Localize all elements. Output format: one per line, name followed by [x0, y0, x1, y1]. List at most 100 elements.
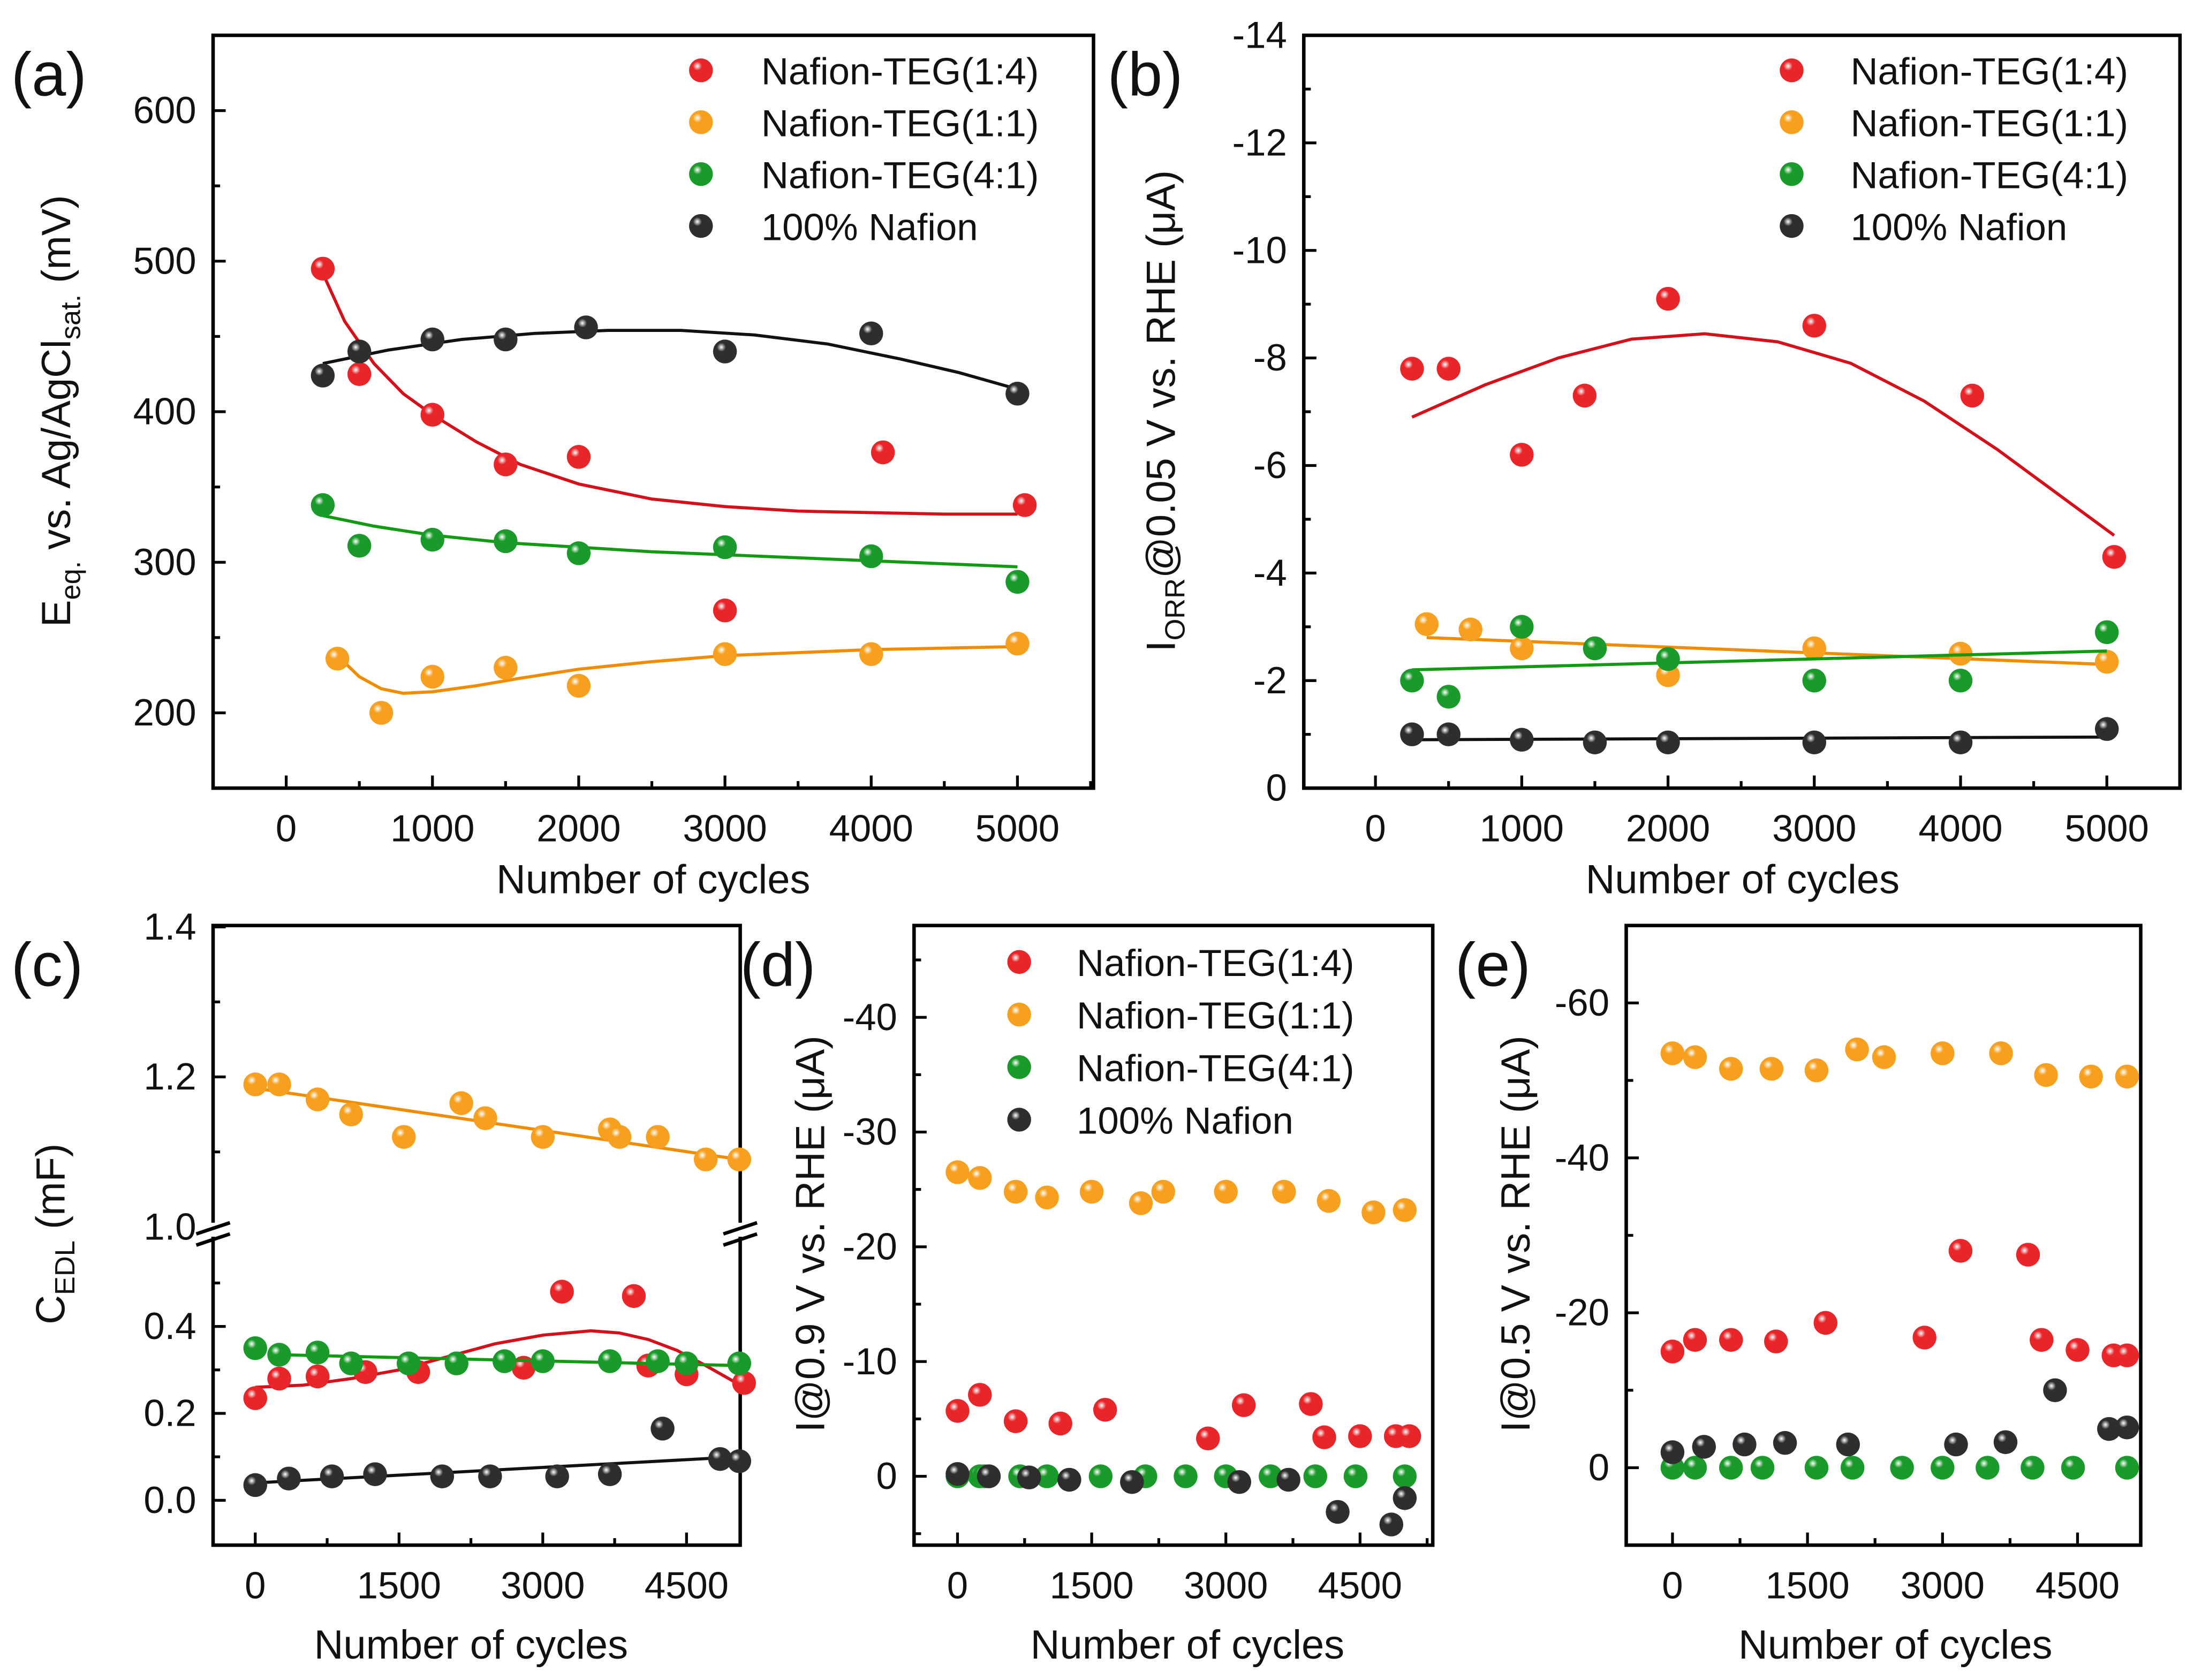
chart-panel-c: 0 1500 3000 4500 0.0 0.2 0.4 1.0 1.2 1.4 Number of…	[11, 905, 758, 1668]
legend-marker-green	[1007, 1055, 1031, 1079]
data-point-black	[420, 327, 445, 352]
data-point-black	[727, 1449, 752, 1473]
data-point-black	[1276, 1467, 1300, 1492]
data-point-black	[243, 1473, 268, 1497]
data-point-red	[1656, 286, 1680, 311]
fit-line-green	[322, 514, 1018, 569]
x-tick-label: 4500	[2036, 1564, 2120, 1607]
data-point-green	[1436, 685, 1461, 709]
legend-marker-black	[689, 214, 713, 238]
data-point-green	[1804, 1456, 1829, 1480]
data-point-black	[859, 321, 883, 346]
data-point-orange	[1151, 1179, 1176, 1204]
data-point-black	[1510, 728, 1534, 752]
legend-marker-red	[1007, 950, 1031, 974]
y-tick-label: -30	[843, 1110, 897, 1153]
data-point-orange	[369, 701, 394, 725]
x-tick-label: 0	[1365, 807, 1386, 850]
data-point-black	[1017, 1465, 1041, 1489]
data-point-green	[713, 535, 737, 559]
data-point-green	[1174, 1464, 1198, 1488]
data-point-orange	[531, 1125, 555, 1149]
x-axis-label: Number of cycles	[496, 857, 810, 903]
y-tick-label: -6	[1253, 444, 1287, 486]
data-point-red	[2066, 1338, 2090, 1362]
y-axis-label-part: @0.05 V vs. RHE (μA)	[1138, 170, 1184, 578]
data-point-green	[339, 1351, 364, 1375]
data-point-black	[1773, 1431, 1797, 1455]
axis-break-mark	[723, 1232, 758, 1247]
x-tick-label: 3000	[1901, 1564, 1985, 1607]
data-point-orange	[646, 1125, 670, 1149]
data-point-orange	[494, 655, 518, 680]
x-tick-label: 1000	[1480, 807, 1564, 850]
data-point-orange	[1802, 636, 1827, 661]
data-point-black	[1836, 1432, 1860, 1457]
data-point-orange	[267, 1072, 291, 1096]
data-point-orange	[1931, 1041, 1955, 1065]
data-point-green	[396, 1351, 421, 1375]
y-axis-label: IORR@0.05 V vs. RHE (μA)	[1138, 170, 1191, 652]
x-axis-label: Number of cycles	[1738, 1622, 2052, 1668]
data-point-red	[305, 1364, 330, 1389]
data-point-green	[646, 1349, 670, 1373]
series-orange	[325, 631, 1030, 725]
y-axis-label-part: E	[34, 600, 79, 627]
data-point-black	[2043, 1378, 2067, 1403]
data-point-black	[1120, 1470, 1144, 1494]
chart-panel-b: 0 1000 2000 3000 4000 5000 0 -2 -4 -6 -8 -10 -12 -14 N…	[1108, 14, 2182, 903]
x-tick-label: 1500	[1049, 1564, 1133, 1607]
data-point-green	[597, 1349, 622, 1373]
data-point-orange	[2079, 1064, 2103, 1089]
y-axis-label-part: (mF)	[28, 1144, 73, 1240]
data-point-red	[2102, 544, 2127, 569]
y-axis-label: I@0.5 V vs. RHE (μA)	[1493, 1035, 1539, 1432]
x-tick-label: 2000	[1626, 807, 1710, 850]
data-point-black	[713, 339, 737, 364]
legend-label: 100% Nafion	[761, 206, 978, 248]
y-axis-label-part: vs. Ag/AgCl	[34, 339, 79, 561]
data-point-red	[1312, 1425, 1336, 1449]
legend-marker-orange	[1780, 110, 1804, 134]
x-tick-label: 1500	[357, 1564, 441, 1607]
data-point-black	[1005, 382, 1030, 406]
y-tick-label: 500	[133, 239, 196, 282]
data-point-green	[1656, 647, 1680, 671]
data-point-green	[2115, 1456, 2139, 1480]
legend-marker-red	[1780, 58, 1804, 82]
data-point-red	[566, 445, 591, 469]
data-point-black	[2115, 1415, 2139, 1440]
y-tick-label: -60	[1555, 981, 1609, 1024]
data-point-black	[1802, 730, 1827, 754]
data-point-red	[1660, 1340, 1685, 1364]
data-point-orange	[727, 1147, 752, 1171]
y-axis-label-part: I	[1138, 640, 1184, 652]
data-point-black	[1660, 1440, 1685, 1464]
data-point-black	[1692, 1435, 1716, 1459]
y-axis-label: Eeq. vs. Ag/AgClsat. (mV)	[34, 195, 86, 627]
data-point-black	[1993, 1430, 2018, 1454]
y-tick-label: 1.2	[143, 1055, 196, 1098]
plot-frame	[211, 924, 742, 1547]
data-point-red	[550, 1280, 574, 1304]
panel-label: (d)	[740, 930, 816, 999]
y-tick-label: -20	[1555, 1291, 1609, 1334]
series-orange	[945, 1160, 1417, 1224]
data-point-black	[2094, 717, 2119, 741]
data-point-green	[1948, 668, 1973, 693]
data-point-green	[1343, 1464, 1368, 1488]
fit-line-orange	[336, 645, 1018, 695]
data-point-black	[1400, 722, 1424, 746]
x-tick-label: 5000	[2065, 807, 2149, 850]
axis-break-mark	[195, 1221, 231, 1236]
data-point-green	[1750, 1456, 1775, 1480]
data-point-green	[1890, 1456, 1914, 1480]
data-point-green	[1005, 570, 1030, 594]
data-point-black	[1948, 730, 1973, 754]
x-axis-label: Number of cycles	[1031, 1622, 1344, 1668]
panel-label: (a)	[11, 41, 87, 109]
series-red	[1400, 286, 2127, 569]
chart-panel-d: 0 1500 3000 4500 0 -10 -20 -30 -40 Number of cycl…	[740, 924, 1435, 1668]
series-red	[311, 256, 1037, 623]
data-point-red	[622, 1284, 646, 1308]
